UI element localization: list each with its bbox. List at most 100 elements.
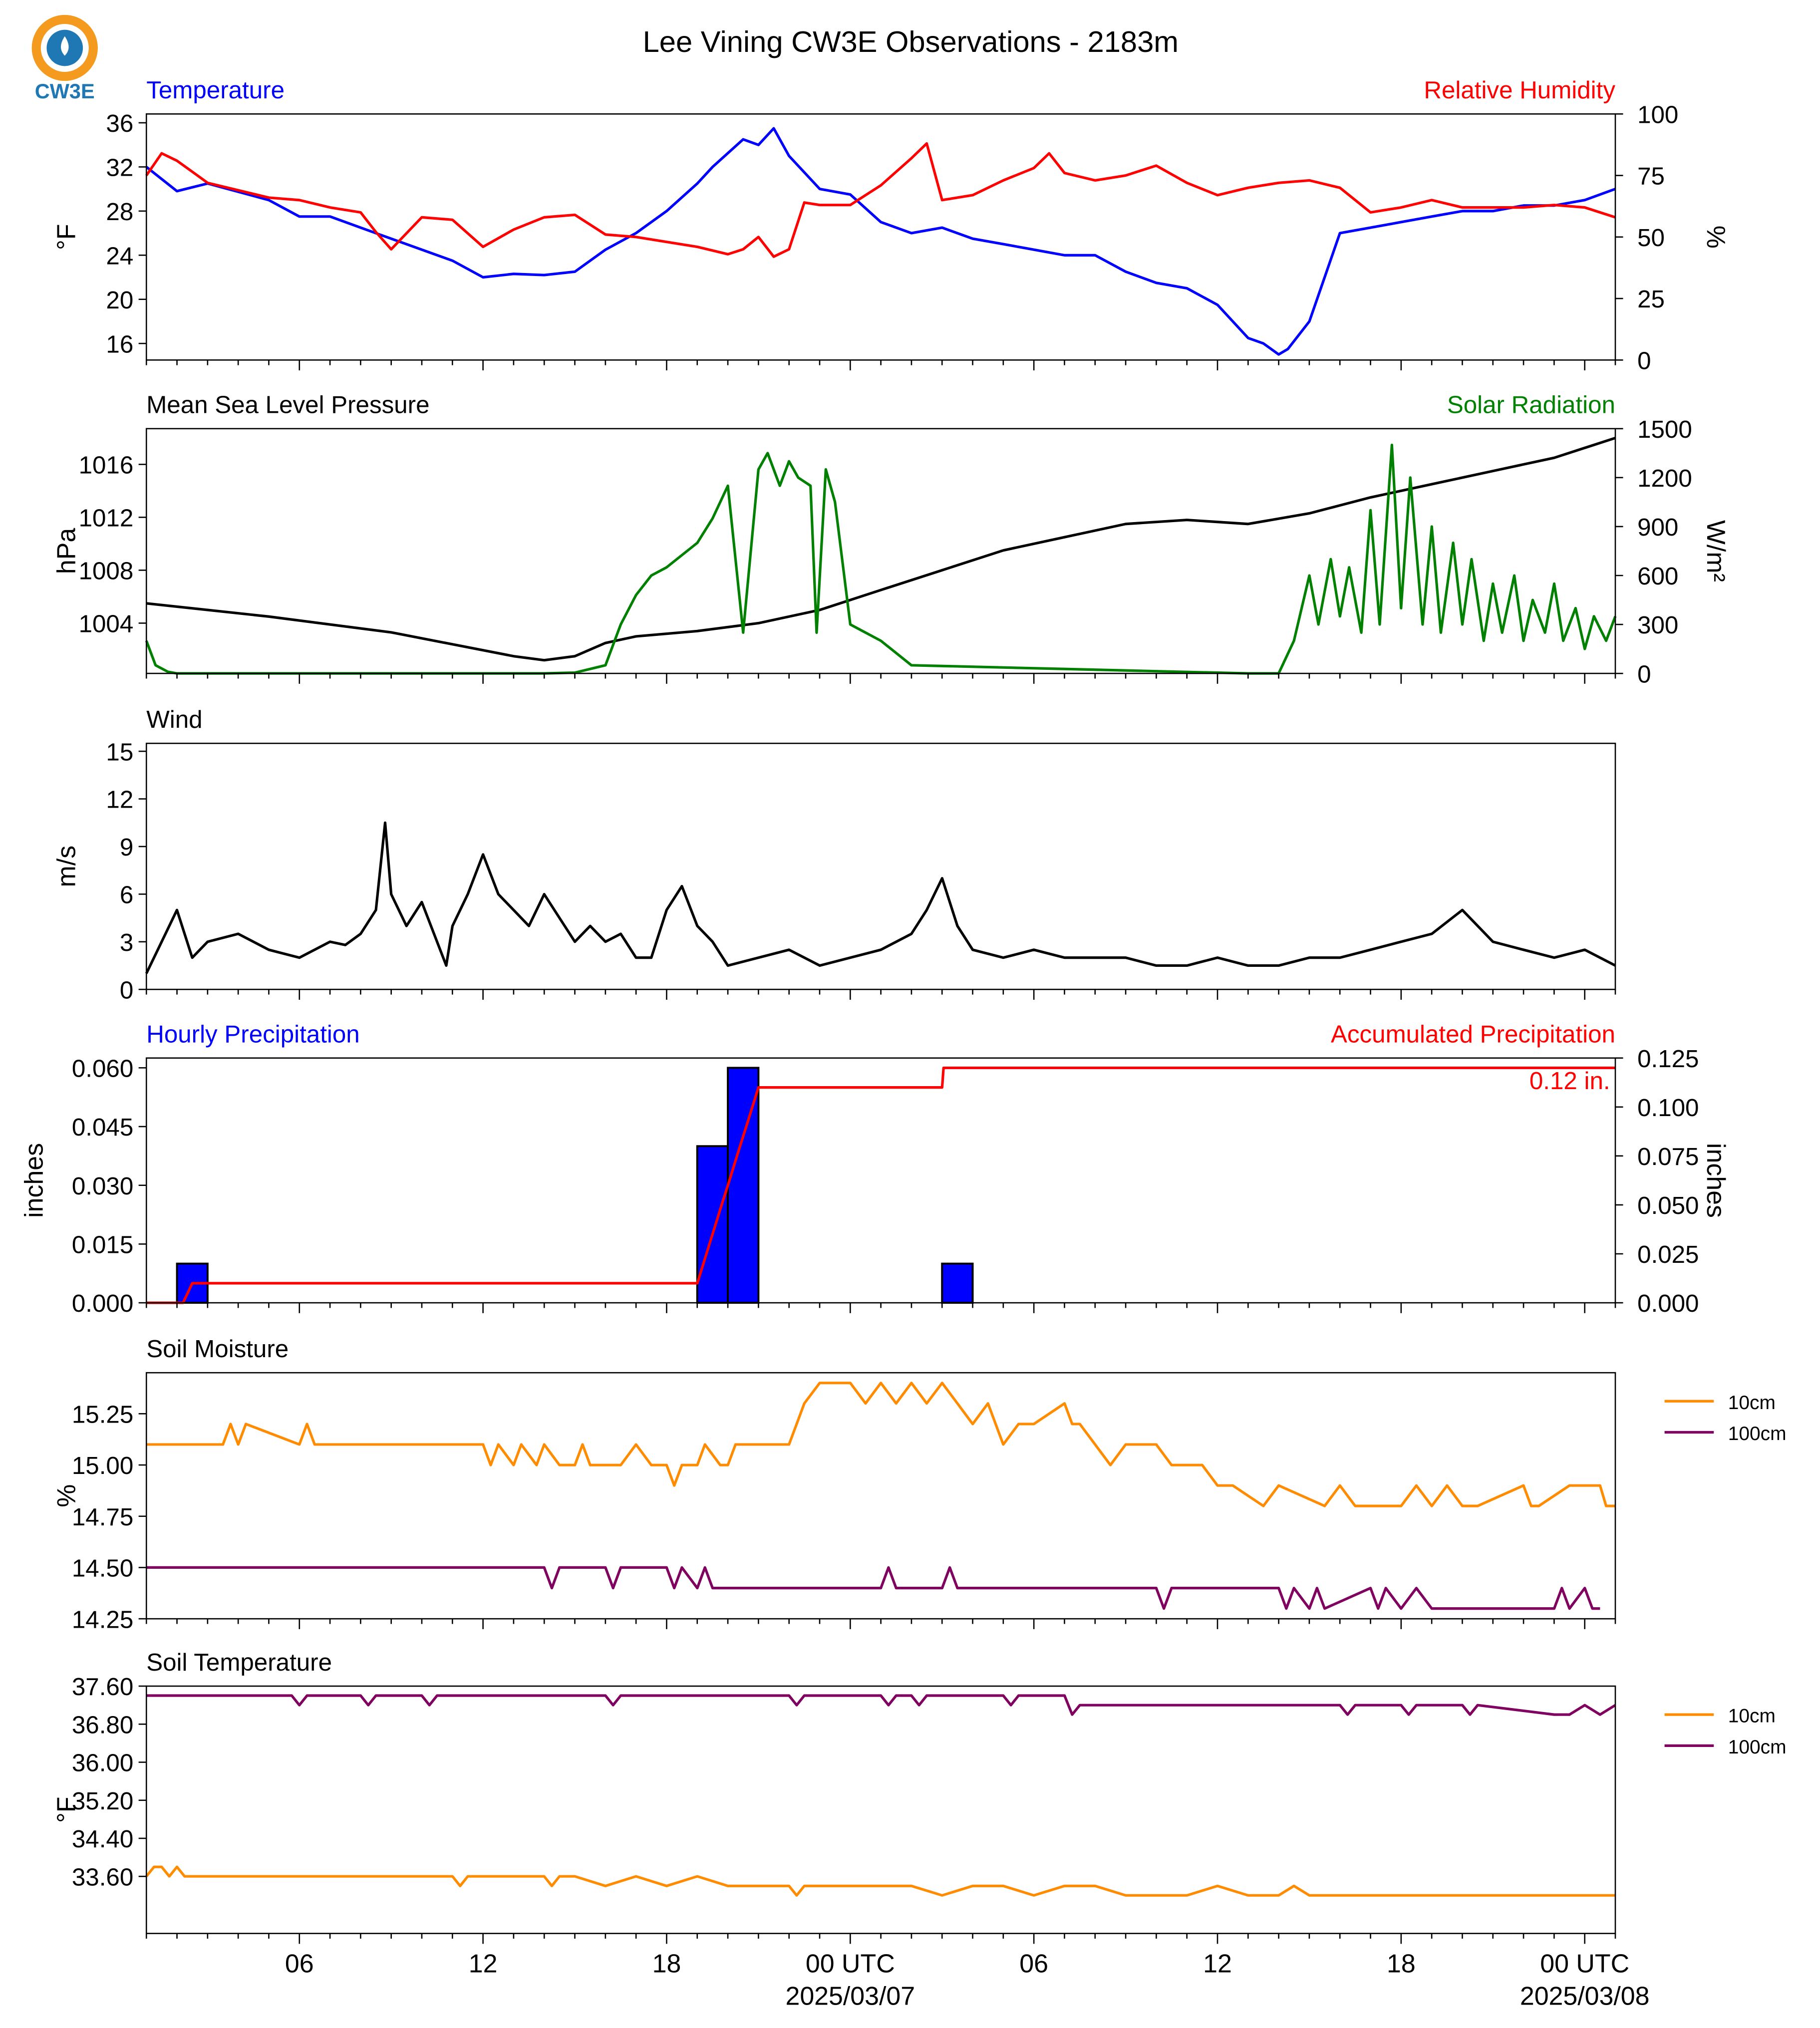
panel-frame (145, 742, 1616, 990)
y-axis-label: °F (52, 224, 81, 250)
y-tick-label-right: 0 (1637, 347, 1651, 374)
panel-left-title: Mean Sea Level Pressure (146, 391, 429, 419)
y-axis-label: inches (19, 1143, 48, 1218)
y-tick-label-right: 1500 (1637, 416, 1692, 443)
y-tick-label: 33.60 (72, 1863, 133, 1891)
precip-bar (696, 1145, 729, 1304)
panel-soil_moisture: Soil Moisture 14.25 14.50 14.75 15.00 15.25% 1… (52, 1335, 1787, 1633)
series-line (145, 142, 1616, 258)
series-line-100cm (146, 1694, 1616, 1716)
x-tick-label: 00 UTC (1540, 1949, 1629, 1978)
panel-frame (145, 1057, 1616, 1304)
panel-left-title: Wind (146, 706, 202, 733)
x-tick-label: 18 (652, 1949, 681, 1978)
y-tick-label: 15.00 (72, 1452, 133, 1479)
y-tick-label-right: 0.025 (1637, 1241, 1699, 1268)
precip-bar (727, 1067, 760, 1304)
x-tick-label: 06 (285, 1949, 314, 1978)
panel-frame (145, 428, 1616, 674)
y-tick-label-right: 0 (1637, 660, 1651, 688)
y-tick-label: 36.80 (72, 1711, 133, 1738)
x-date-label: 2025/03/08 (1520, 1981, 1650, 2010)
x-tick-label: 12 (469, 1949, 498, 1978)
panel-right-title: Accumulated Precipitation (1331, 1021, 1615, 1048)
panel-wind: Wind 0 3 6 9 12 15 m/s (52, 706, 1616, 1004)
y-tick-label: 34.40 (72, 1825, 133, 1853)
panel-frame (145, 113, 1616, 361)
y-tick-label: 3 (120, 929, 133, 956)
panels: Temperature Relative Humidity162024283236… (19, 76, 1787, 2010)
x-tick-label: 06 (1019, 1949, 1048, 1978)
x-date-label: 2025/03/07 (785, 1981, 915, 2010)
series-line (145, 821, 1616, 974)
y-tick-label-right: 600 (1637, 563, 1678, 590)
y-tick-label: 9 (120, 834, 133, 861)
y-tick-label: 35.20 (72, 1787, 133, 1815)
y-tick-label-right: 0.050 (1637, 1192, 1699, 1219)
chart-title: Lee Vining CW3E Observations - 2183m (643, 25, 1179, 58)
y-tick-label: 15 (106, 738, 133, 766)
x-tick-label: 00 UTC (806, 1949, 895, 1978)
y-tick-label: 1012 (79, 505, 134, 532)
panel-right-title: Relative Humidity (1424, 76, 1615, 104)
y-tick-label: 14.50 (72, 1555, 133, 1582)
y-tick-label: 6 (120, 881, 133, 909)
y-tick-label: 1008 (79, 558, 134, 585)
panel-temperature_humidity: Temperature Relative Humidity 16 20 24 28 32 36… (52, 76, 1731, 374)
y-axis-label: m/s (52, 846, 81, 887)
y-tick-label-right: 900 (1637, 514, 1678, 541)
x-tick-label: 18 (1387, 1949, 1416, 1978)
y-tick-label-right: 300 (1637, 611, 1678, 639)
y-tick-label: 32 (106, 154, 133, 182)
series-line (146, 1066, 1615, 1304)
y-tick-label: 37.60 (72, 1673, 133, 1701)
panel-pressure_solar: Mean Sea Level Pressure Solar Radiation 10… (52, 391, 1731, 688)
x-tick-label: 12 (1203, 1949, 1232, 1978)
y-tick-label: 1016 (79, 452, 134, 479)
y-tick-label-right: 0.000 (1637, 1290, 1699, 1317)
y-tick-label: 28 (106, 198, 133, 226)
y-tick-label: 12 (106, 786, 133, 814)
y-tick-label-right: 50 (1637, 224, 1665, 252)
panel-right-title: Solar Radiation (1447, 391, 1615, 419)
y-tick-label-right: 75 (1637, 163, 1665, 190)
y-tick-label: 15.25 (72, 1401, 133, 1429)
y-tick-label-right: 1200 (1637, 465, 1692, 492)
series-line (145, 127, 1616, 356)
y-tick-label: 24 (106, 242, 133, 270)
legend-label-100cm: 100cm (1728, 1423, 1787, 1445)
panel-left-title: Temperature (146, 76, 285, 104)
logo-ring (31, 14, 98, 81)
legend-label-100cm: 100cm (1728, 1737, 1787, 1758)
y-tick-label: 0 (120, 976, 133, 1004)
y-tick-label-right: 0.100 (1637, 1094, 1699, 1122)
y-tick-label-right: 0.075 (1637, 1143, 1699, 1170)
y-tick-label: 36 (106, 110, 133, 137)
y-tick-label: 0.045 (72, 1114, 133, 1141)
series-line-10cm (145, 1865, 1615, 1897)
series-line (146, 436, 1616, 662)
panel-soil_temperature: Soil Temperature 33.60 34.40 35.20 36.00 36.8… (52, 1649, 1787, 2010)
panel-frame (145, 1372, 1616, 1620)
precip-bar (941, 1262, 974, 1304)
y-tick-label-right: 0.125 (1637, 1045, 1699, 1073)
y-tick-label: 0.000 (72, 1290, 133, 1317)
y-axis-label: hPa (52, 528, 81, 574)
panel-left-title: Soil Temperature (146, 1649, 332, 1676)
y-tick-label: 0.060 (72, 1055, 133, 1082)
accumulated-total-label: 0.12 in. (1529, 1067, 1610, 1095)
y-axis-label-right: % (1702, 226, 1731, 249)
y-tick-label: 0.030 (72, 1172, 133, 1200)
panel-left-title: Hourly Precipitation (146, 1021, 359, 1048)
y-tick-label: 1004 (79, 610, 134, 638)
y-tick-label-right: 25 (1637, 286, 1665, 313)
y-tick-label: 14.25 (72, 1606, 133, 1633)
legend-label-10cm: 10cm (1728, 1706, 1776, 1727)
y-axis-label-right: W/m² (1702, 520, 1731, 582)
logo-text: CW3E (35, 79, 95, 103)
panel-left-title: Soil Moisture (146, 1335, 289, 1363)
series-line (145, 443, 1617, 675)
legend-label-10cm: 10cm (1728, 1392, 1776, 1414)
y-tick-label: 0.015 (72, 1231, 133, 1259)
